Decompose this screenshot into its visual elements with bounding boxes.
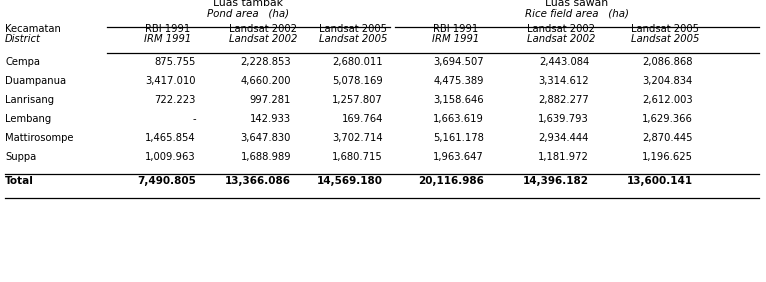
Text: 1,688.989: 1,688.989 (241, 152, 291, 162)
Text: Suppa: Suppa (5, 152, 36, 162)
Text: 1,663.619: 1,663.619 (433, 114, 484, 124)
Text: Luas sawah: Luas sawah (545, 0, 608, 8)
Text: 722.223: 722.223 (155, 95, 196, 105)
Text: 3,417.010: 3,417.010 (146, 76, 196, 86)
Text: 1,963.647: 1,963.647 (434, 152, 484, 162)
Text: 2,934.444: 2,934.444 (538, 133, 589, 143)
Text: Landsat 2002: Landsat 2002 (527, 24, 595, 34)
Text: Landsat 2005: Landsat 2005 (319, 34, 387, 44)
Text: 5,078.169: 5,078.169 (332, 76, 383, 86)
Text: 1,629.366: 1,629.366 (642, 114, 693, 124)
Text: 7,490.805: 7,490.805 (137, 176, 196, 186)
Text: District: District (5, 34, 41, 44)
Text: Kecamatan: Kecamatan (5, 24, 61, 34)
Text: 1,009.963: 1,009.963 (146, 152, 196, 162)
Text: Pond area   (ha): Pond area (ha) (207, 9, 289, 19)
Text: Cempa: Cempa (5, 57, 40, 67)
Text: 1,680.715: 1,680.715 (332, 152, 383, 162)
Text: Landsat 2002: Landsat 2002 (229, 24, 297, 34)
Text: 875.755: 875.755 (155, 57, 196, 67)
Text: Duampanua: Duampanua (5, 76, 66, 86)
Text: 14,569.180: 14,569.180 (317, 176, 383, 186)
Text: 997.281: 997.281 (250, 95, 291, 105)
Text: 20,116.986: 20,116.986 (418, 176, 484, 186)
Text: Lanrisang: Lanrisang (5, 95, 54, 105)
Text: Landsat 2002: Landsat 2002 (229, 34, 297, 44)
Text: 2,882.277: 2,882.277 (538, 95, 589, 105)
Text: RBI 1991: RBI 1991 (434, 24, 479, 34)
Text: 2,086.868: 2,086.868 (643, 57, 693, 67)
Text: 3,158.646: 3,158.646 (434, 95, 484, 105)
Text: Landsat 2002: Landsat 2002 (527, 34, 595, 44)
Text: Total: Total (5, 176, 34, 186)
Text: 2,228.853: 2,228.853 (241, 57, 291, 67)
Text: -: - (192, 114, 196, 124)
Text: 2,612.003: 2,612.003 (643, 95, 693, 105)
Text: 142.933: 142.933 (250, 114, 291, 124)
Text: 2,680.011: 2,680.011 (332, 57, 383, 67)
Text: 1,196.625: 1,196.625 (642, 152, 693, 162)
Text: 3,694.507: 3,694.507 (434, 57, 484, 67)
Text: IRM 1991: IRM 1991 (432, 34, 480, 44)
Text: 2,870.445: 2,870.445 (643, 133, 693, 143)
Text: 13,600.141: 13,600.141 (627, 176, 693, 186)
Text: RBI 1991: RBI 1991 (146, 24, 191, 34)
Text: Luas tambak: Luas tambak (213, 0, 283, 8)
Text: 2,443.084: 2,443.084 (538, 57, 589, 67)
Text: 1,639.793: 1,639.793 (538, 114, 589, 124)
Text: 14,396.182: 14,396.182 (523, 176, 589, 186)
Text: 4,660.200: 4,660.200 (241, 76, 291, 86)
Text: Lembang: Lembang (5, 114, 51, 124)
Text: Rice field area   (ha): Rice field area (ha) (525, 9, 629, 19)
Text: 4,475.389: 4,475.389 (434, 76, 484, 86)
Text: 3,702.714: 3,702.714 (332, 133, 383, 143)
Text: 3,204.834: 3,204.834 (643, 76, 693, 86)
Text: 1,257.807: 1,257.807 (332, 95, 383, 105)
Text: Mattirosompe: Mattirosompe (5, 133, 74, 143)
Text: Landsat 2005: Landsat 2005 (319, 24, 387, 34)
Text: 3,314.612: 3,314.612 (538, 76, 589, 86)
Text: 3,647.830: 3,647.830 (241, 133, 291, 143)
Text: Landsat 2005: Landsat 2005 (631, 24, 699, 34)
Text: 169.764: 169.764 (342, 114, 383, 124)
Text: 13,366.086: 13,366.086 (225, 176, 291, 186)
Text: 5,161.178: 5,161.178 (433, 133, 484, 143)
Text: 1,181.972: 1,181.972 (538, 152, 589, 162)
Text: 1,465.854: 1,465.854 (146, 133, 196, 143)
Text: IRM 1991: IRM 1991 (144, 34, 192, 44)
Text: Landsat 2005: Landsat 2005 (631, 34, 699, 44)
